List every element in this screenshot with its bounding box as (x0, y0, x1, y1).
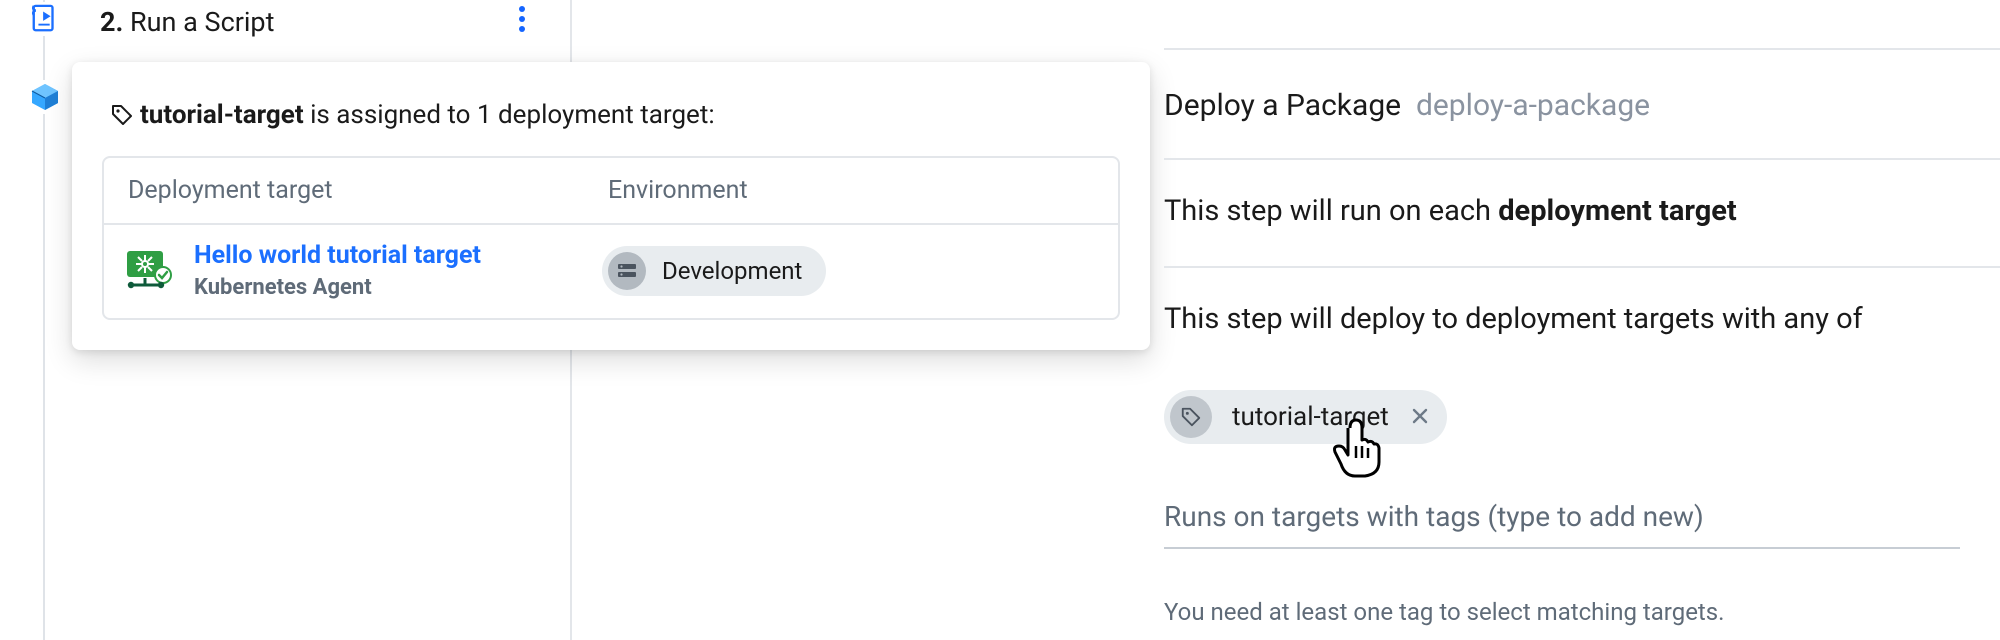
tags-input[interactable]: Runs on targets with tags (type to add n… (1164, 500, 1960, 549)
environment-chip[interactable]: Development (602, 246, 826, 296)
tag-chip-label: tutorial-target (1232, 402, 1389, 432)
step-2-title: 2. Run a Script (100, 6, 274, 38)
tag-icon (110, 103, 134, 127)
tag-icon (1170, 396, 1212, 438)
kubernetes-agent-icon (122, 244, 176, 298)
popup-after-text: is assigned to 1 deployment target: (304, 100, 715, 130)
table-row: Hello world tutorial target Kubernetes A… (104, 225, 1118, 318)
step-title-row: Deploy a Package deploy-a-package (1164, 88, 1650, 123)
target-type: Kubernetes Agent (194, 275, 481, 300)
run-on-text: This step will run on each deployment ta… (1164, 194, 1737, 228)
server-icon (608, 252, 646, 290)
targets-table-header: Deployment target Environment (104, 158, 1118, 225)
environment-cell: Development (602, 246, 1100, 296)
tags-hint: You need at least one tag to select matc… (1164, 598, 1724, 626)
step-details-panel: Deploy a Package deploy-a-package This s… (1164, 0, 2000, 640)
target-name-link[interactable]: Hello world tutorial target (194, 241, 481, 271)
col-environment: Environment (608, 176, 1094, 205)
run-on-prefix: This step will run on each (1164, 194, 1498, 228)
environment-label: Development (662, 257, 802, 285)
divider (1164, 48, 2000, 50)
step-title-main: Deploy a Package (1164, 88, 1401, 123)
step-rail (20, 0, 80, 640)
popup-header: tutorial-target is assigned to 1 deploym… (110, 100, 1120, 130)
tag-targets-popup: tutorial-target is assigned to 1 deploym… (72, 62, 1150, 350)
deploy-to-text: This step will deploy to deployment targ… (1164, 302, 2000, 336)
targets-table: Deployment target Environment (102, 156, 1120, 320)
step-title-slug: deploy-a-package (1416, 88, 1650, 123)
step-2-label: Run a Script (130, 6, 274, 38)
selected-tag-chip[interactable]: tutorial-target (1164, 390, 1447, 444)
divider (1164, 266, 2000, 268)
remove-tag-button[interactable] (1411, 403, 1429, 431)
popup-tag-name: tutorial-target (140, 100, 304, 130)
step-script-icon[interactable] (28, 2, 62, 36)
col-deployment-target: Deployment target (128, 176, 608, 205)
step-2-number: 2. (100, 6, 123, 38)
tags-input-placeholder: Runs on targets with tags (type to add n… (1164, 500, 1704, 533)
step-overflow-menu[interactable] (508, 2, 536, 36)
run-on-bold: deployment target (1498, 194, 1737, 228)
target-cell[interactable]: Hello world tutorial target Kubernetes A… (122, 241, 602, 300)
step-package-icon[interactable] (28, 80, 62, 114)
divider (1164, 158, 2000, 160)
